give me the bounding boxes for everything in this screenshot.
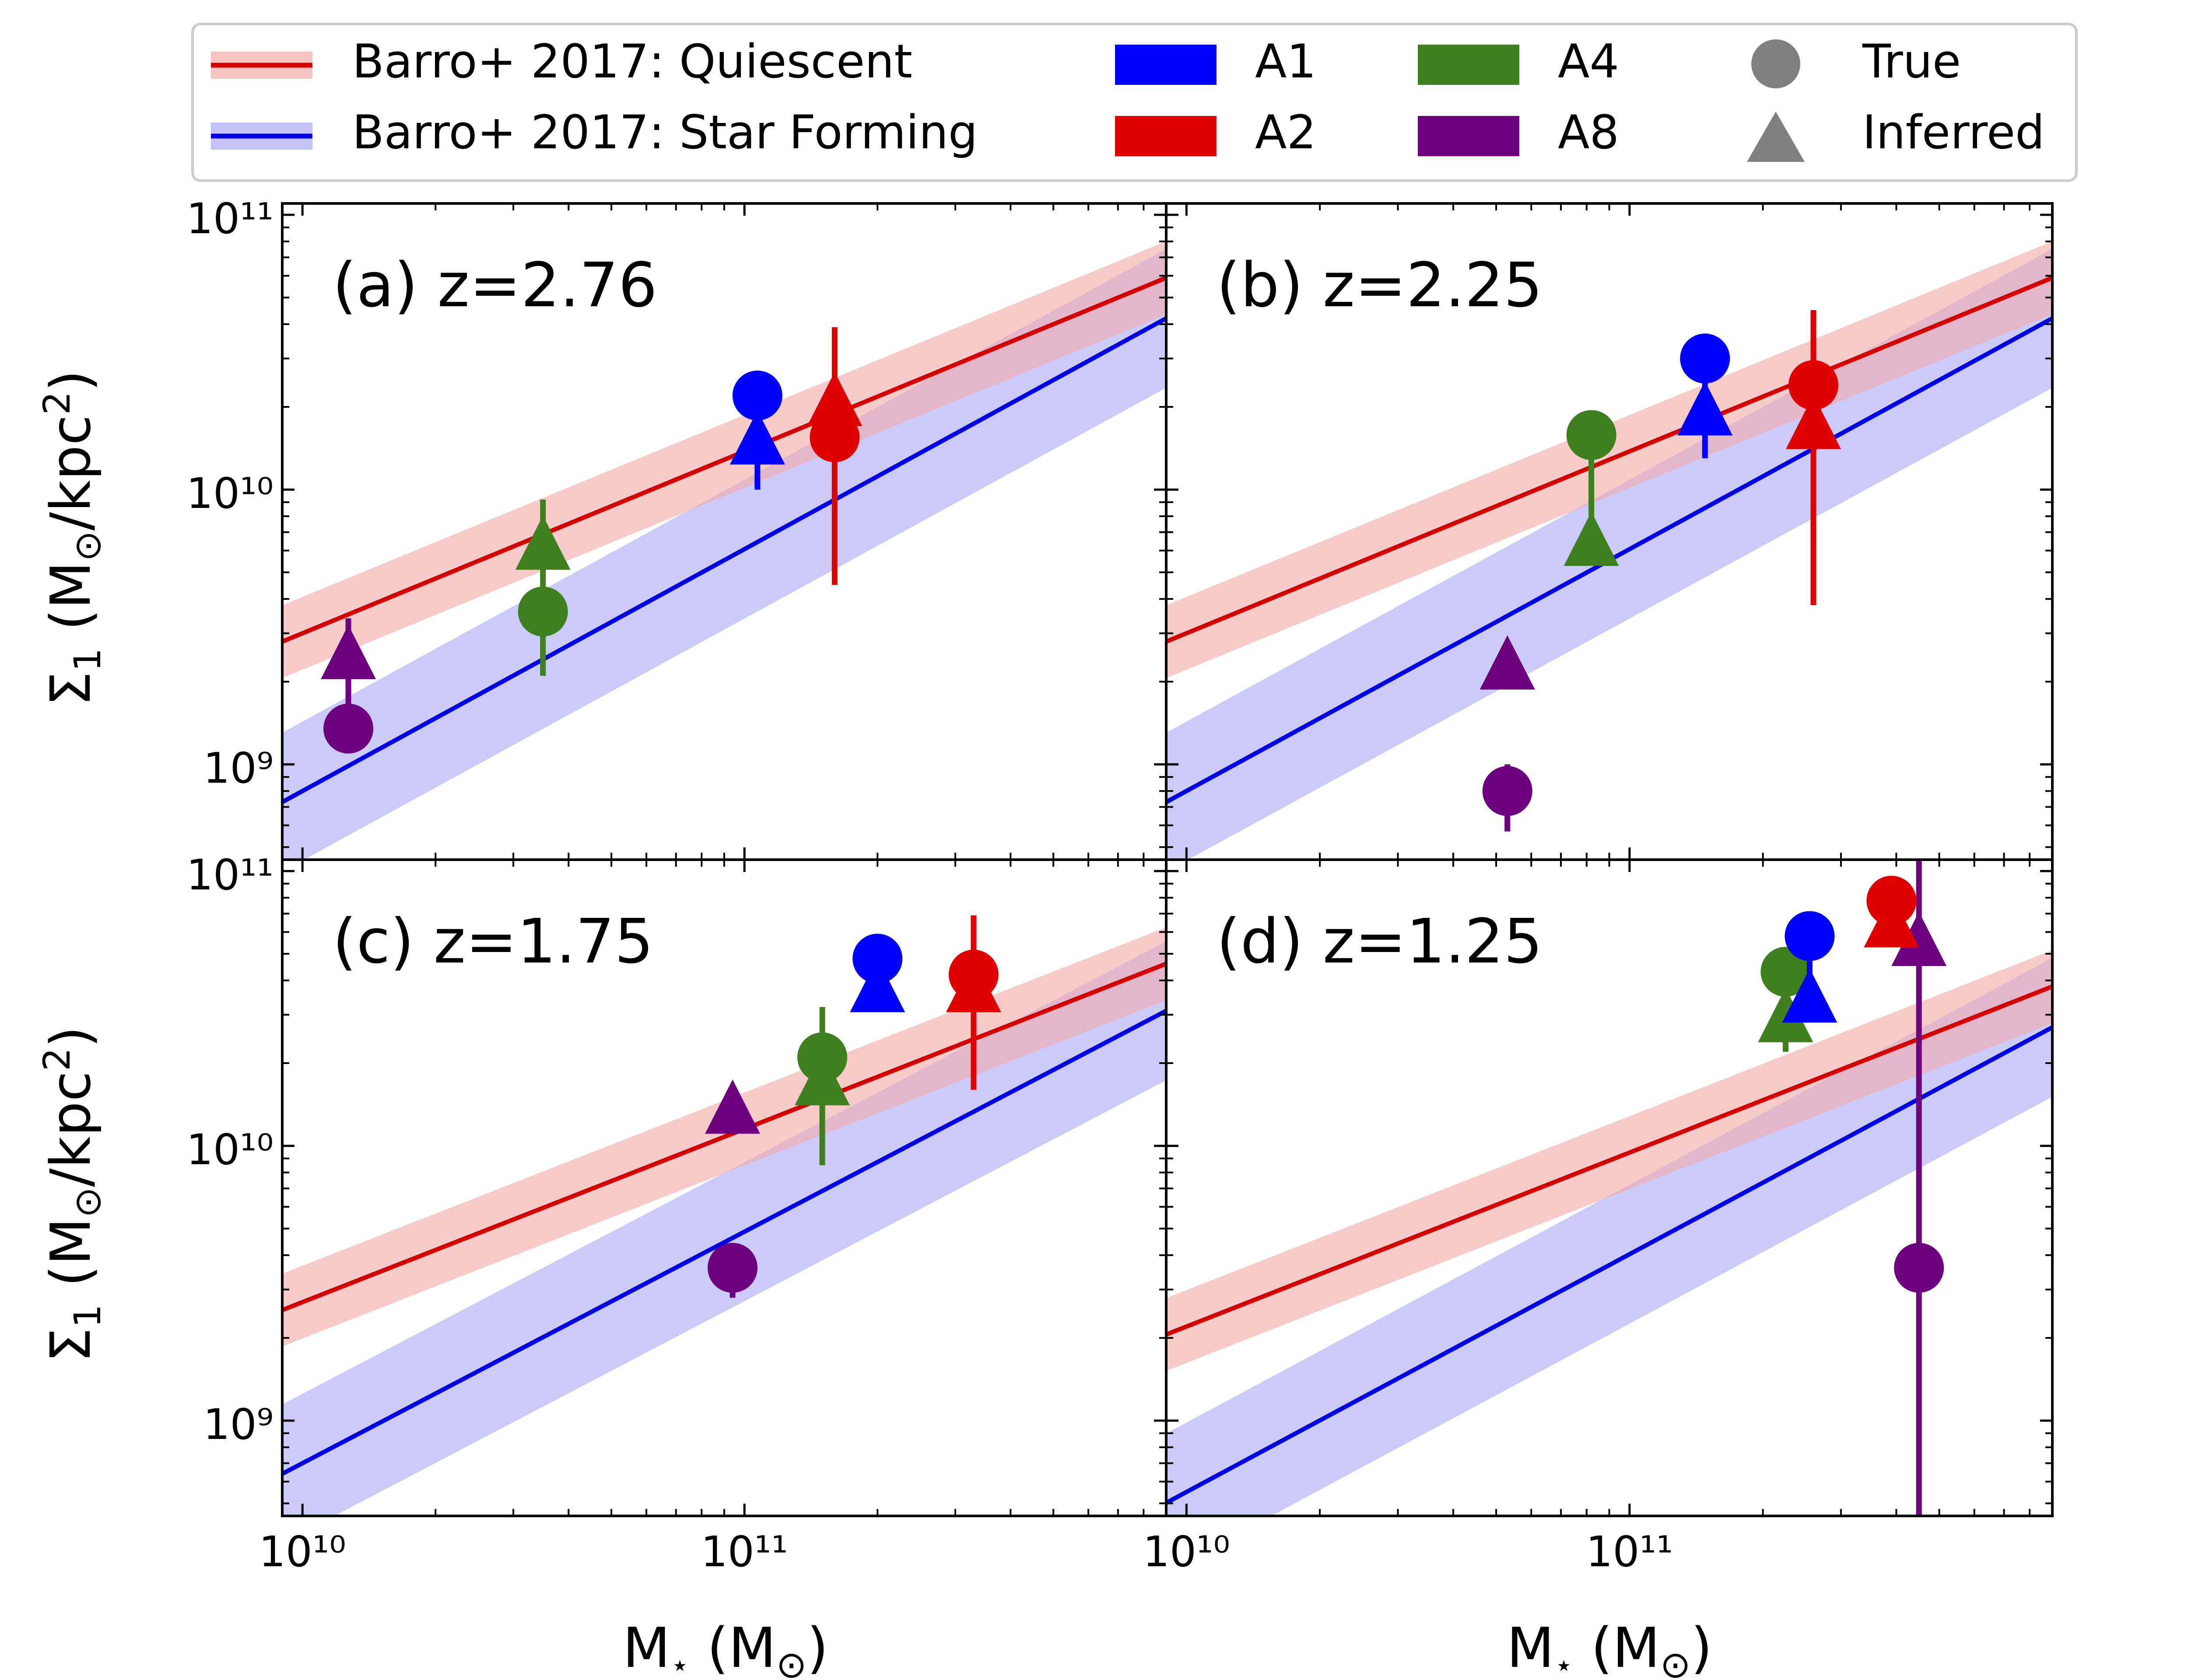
y-tick-label: 10⁹ — [203, 1400, 274, 1449]
true-marker-a8 — [1482, 766, 1532, 816]
inferred-marker-a8 — [321, 625, 376, 679]
inferred-marker-a1 — [1782, 968, 1837, 1023]
legend-swatch-a4 — [1418, 45, 1519, 85]
y-tick-label: 10⁹ — [203, 744, 274, 793]
panel-1: (a) z=2.76 10⁹ 10¹⁰ 10¹¹ — [186, 194, 1168, 861]
star-forming-relation-line — [282, 1009, 1166, 1476]
x-axis-title-right: M⋆ (M⊙) — [1507, 1616, 1712, 1680]
inferred-marker-a4 — [1564, 511, 1619, 566]
quiescent-relation-line — [282, 962, 1166, 1312]
panel-plot-area — [1166, 241, 2052, 860]
inferred-marker-a2 — [807, 372, 863, 427]
panel-label: (c) z=1.75 — [333, 906, 653, 977]
panels: (a) z=2.76 10⁹ 10¹⁰ 10¹¹ (b) z=2.25 (c) z=1.7… — [186, 194, 2054, 1576]
panel-label: (b) z=2.25 — [1217, 250, 1543, 321]
x-tick-label: 10¹¹ — [1586, 1527, 1673, 1576]
star-forming-relation-line — [282, 316, 1166, 804]
panel-ticks — [281, 860, 1167, 1516]
inferred-marker-a4 — [515, 515, 571, 570]
legend-swatch-a1 — [1115, 45, 1217, 85]
inferred-marker-a8 — [1891, 912, 1947, 966]
panel-2: (b) z=2.25 — [1165, 202, 2054, 861]
panel-plot-area — [282, 241, 1166, 860]
legend-inferred-label: Inferred — [1862, 105, 2044, 159]
inferred-marker-a1 — [850, 958, 905, 1012]
quiescent-relation-line — [1166, 276, 2052, 644]
legend-a4-label: A4 — [1558, 35, 1619, 88]
true-marker-a4 — [518, 586, 568, 637]
x-tick-label: 10¹⁰ — [1143, 1527, 1230, 1576]
inferred-marker-a8 — [1480, 635, 1535, 690]
legend-swatch-a2 — [1115, 116, 1217, 156]
true-marker-a4 — [1760, 947, 1811, 997]
x-tick-label: 10¹¹ — [701, 1527, 788, 1576]
inferred-marker-a1 — [1677, 381, 1733, 436]
quiescent-relation-line — [282, 276, 1166, 644]
true-marker-a2 — [1788, 360, 1838, 410]
true-marker-a1 — [1680, 333, 1730, 384]
x-tick-label: 10¹⁰ — [259, 1527, 346, 1576]
legend-frame — [191, 23, 2078, 182]
panel-3: (c) z=1.75 10⁹ 10¹⁰ 10¹¹ 10¹⁰ 10¹¹ — [186, 850, 1168, 1576]
inferred-marker-a4 — [1758, 988, 1813, 1043]
y-tick-label: 10¹⁰ — [186, 469, 274, 518]
true-marker-a2 — [948, 949, 999, 1000]
y-tick-label: 10¹¹ — [186, 850, 274, 900]
true-marker-a2 — [810, 412, 860, 462]
legend-inferred-marker — [1747, 112, 1805, 162]
y-tick-label: 10¹⁰ — [186, 1125, 274, 1174]
true-marker-a2 — [1866, 875, 1917, 926]
true-marker-a8 — [1894, 1242, 1944, 1293]
panel-ticks — [1165, 860, 2053, 1516]
panel-plot-area — [1166, 860, 2052, 1516]
panel-4: (d) z=1.25 10¹⁰ 10¹¹ — [1143, 858, 2054, 1576]
panel-plot-area — [282, 915, 1166, 1516]
legend-starforming-label: Barro+ 2017: Star Forming — [352, 105, 978, 159]
panel-label: (a) z=2.76 — [333, 250, 657, 321]
legend-true-marker — [1751, 39, 1800, 88]
legend-true-label: True — [1862, 35, 1961, 88]
legend-a2-label: A2 — [1255, 105, 1316, 159]
legend-a1-label: A1 — [1255, 35, 1316, 88]
quiescent-relation-line — [1166, 984, 2052, 1337]
y-tick-label: 10¹¹ — [186, 194, 274, 243]
inferred-marker-a8 — [705, 1079, 761, 1134]
panel-label: (d) z=1.25 — [1217, 906, 1543, 977]
true-marker-a8 — [323, 704, 374, 754]
true-marker-a1 — [732, 371, 782, 421]
true-marker-a1 — [1785, 911, 1835, 961]
true-marker-a4 — [1566, 410, 1616, 460]
inferred-marker-a1 — [729, 410, 785, 465]
legend-swatch-a8 — [1418, 116, 1519, 156]
legend-quiescent-label: Barro+ 2017: Quiescent — [352, 35, 912, 88]
legend-a8-label: A8 — [1558, 105, 1619, 159]
true-marker-a8 — [708, 1242, 758, 1293]
star-forming-relation-line — [1166, 1025, 2052, 1505]
true-marker-a4 — [797, 1032, 848, 1082]
true-marker-a1 — [852, 934, 903, 984]
legend: Barro+ 2017: Quiescent Barro+ 2017: Star… — [191, 23, 2078, 182]
x-axis-title-left: M⋆ (M⊙) — [623, 1616, 828, 1680]
inferred-marker-a2 — [1785, 395, 1841, 449]
y-axis-title-top: Σ1 (M⊙/kpc2) — [35, 370, 109, 707]
y-axis-title-bottom: Σ1 (M⊙/kpc2) — [35, 1026, 109, 1363]
